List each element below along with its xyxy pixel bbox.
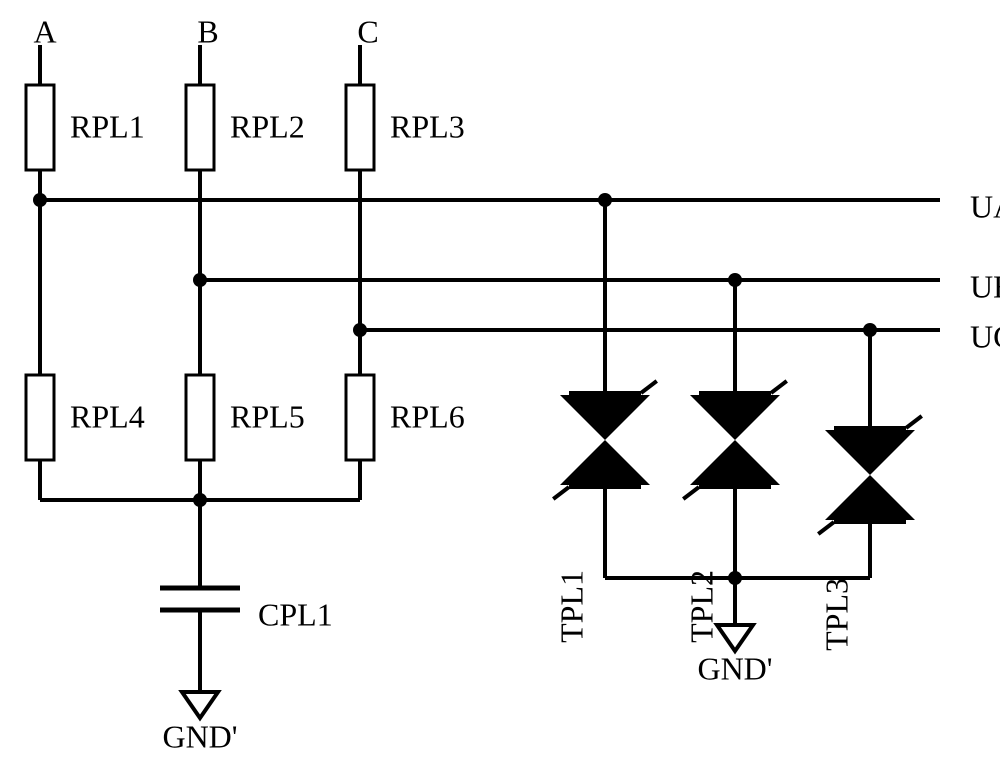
tvs-lower: [560, 440, 650, 485]
tvs-upper: [560, 395, 650, 440]
ground-label: GND': [162, 718, 237, 754]
resistor-label: RPL3: [390, 108, 465, 144]
tvs-upper: [825, 430, 915, 475]
resistor-label: RPL1: [70, 108, 145, 144]
tvs-lower: [825, 475, 915, 520]
input-label-a: A: [33, 13, 56, 49]
resistor: [26, 375, 54, 460]
output-label-ub: UB: [970, 268, 1000, 304]
output-label-ua: UA: [970, 188, 1000, 224]
resistor: [346, 85, 374, 170]
ground: [182, 692, 218, 718]
tvs-lower: [690, 440, 780, 485]
resistor-label: RPL6: [390, 398, 465, 434]
output-label-uc: UC: [970, 318, 1000, 354]
capacitor-label: CPL1: [258, 596, 333, 632]
resistor: [26, 85, 54, 170]
input-label-c: C: [357, 13, 378, 49]
resistor-label: RPL2: [230, 108, 305, 144]
ground: [717, 625, 753, 651]
resistor: [346, 375, 374, 460]
ground-label: GND': [697, 650, 772, 686]
tvs-upper: [690, 395, 780, 440]
tvs-label: TPL1: [553, 570, 589, 643]
input-label-b: B: [197, 13, 218, 49]
tvs-label: TPL2: [683, 570, 719, 643]
resistor-label: RPL5: [230, 398, 305, 434]
resistor: [186, 85, 214, 170]
resistor: [186, 375, 214, 460]
resistor-label: RPL4: [70, 398, 145, 434]
tvs-label: TPL3: [818, 578, 854, 651]
